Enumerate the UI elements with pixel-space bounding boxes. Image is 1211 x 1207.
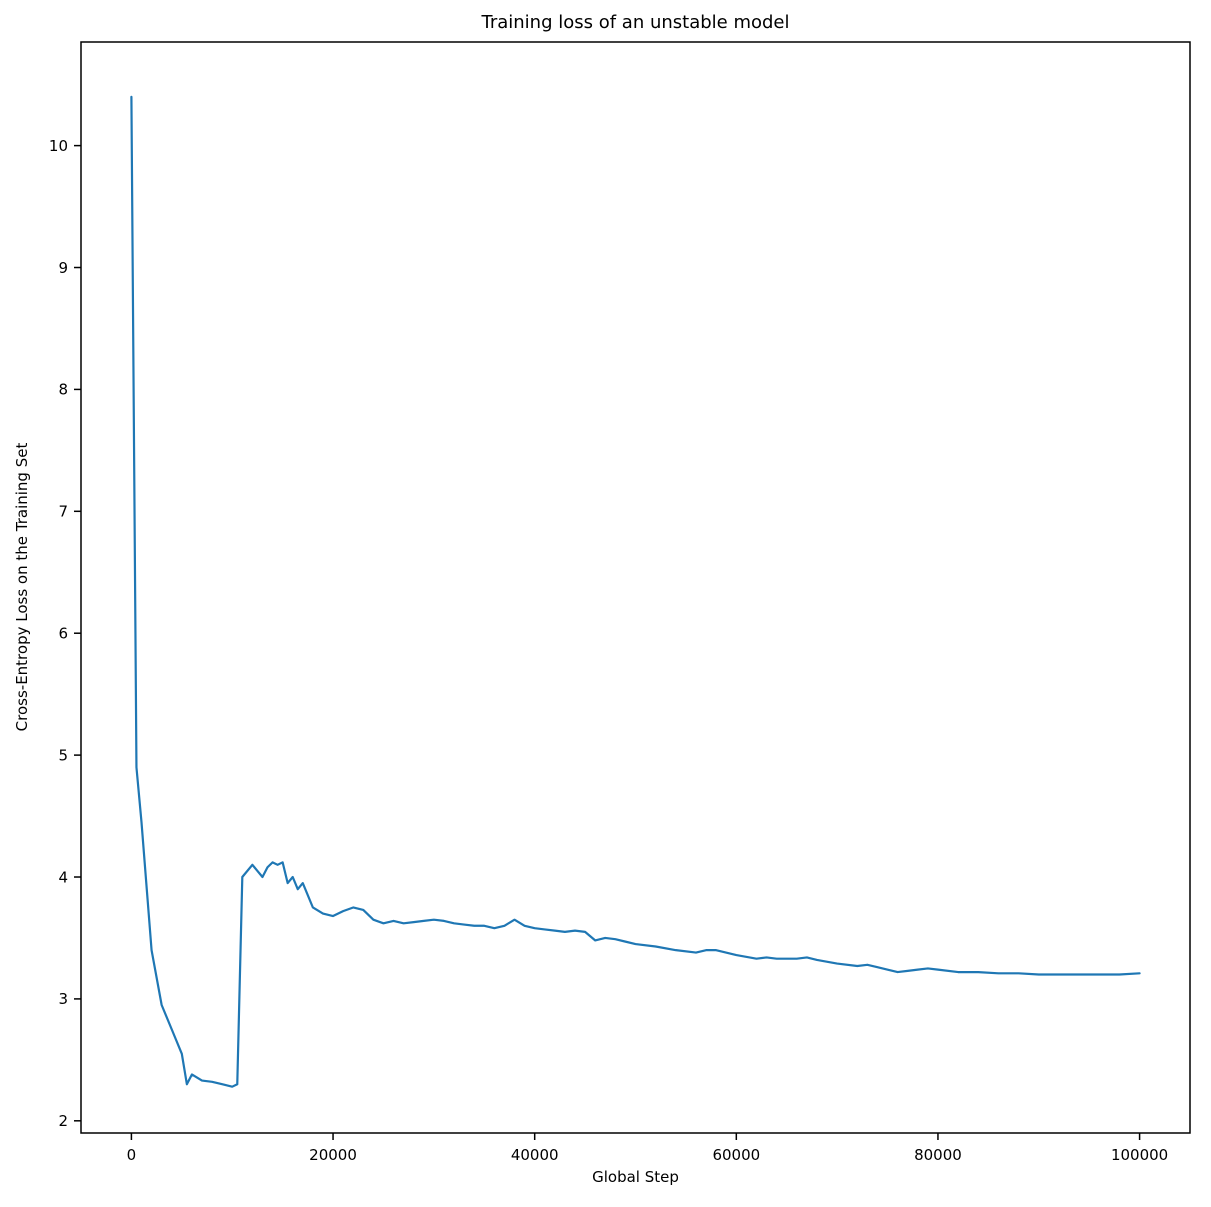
y-tick-label: 10	[49, 137, 68, 155]
y-tick-label: 7	[58, 503, 68, 521]
plot-border	[80, 41, 1191, 1134]
x-axis-label: Global Step	[592, 1168, 679, 1186]
x-tick-label: 20000	[309, 1146, 357, 1164]
y-tick-label: 2	[58, 1112, 68, 1130]
x-tick-label: 100000	[1111, 1146, 1168, 1164]
x-tick-label: 40000	[511, 1146, 559, 1164]
y-tick-label: 9	[58, 259, 68, 277]
x-tick-label: 0	[127, 1146, 137, 1164]
x-tick-label: 80000	[914, 1146, 962, 1164]
y-tick-label: 5	[58, 746, 68, 764]
chart-title: Training loss of an unstable model	[481, 12, 790, 33]
y-tick-label: 3	[58, 990, 68, 1008]
y-axis-label: Cross-Entropy Loss on the Training Set	[13, 442, 31, 732]
y-tick-label: 4	[58, 868, 68, 886]
y-tick-label: 6	[58, 624, 68, 642]
loss-curve	[130, 95, 1141, 1088]
y-tick-label: 8	[58, 381, 68, 399]
x-tick-label: 60000	[712, 1146, 760, 1164]
